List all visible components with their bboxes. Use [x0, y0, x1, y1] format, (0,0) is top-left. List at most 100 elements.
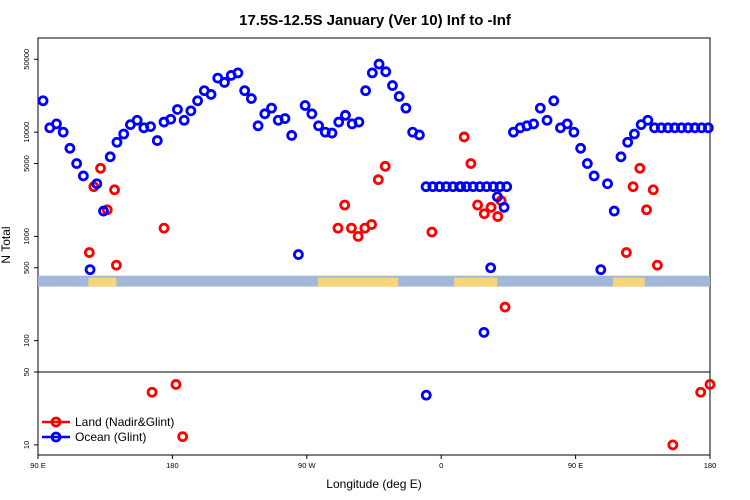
land-point: [352, 230, 364, 242]
ocean-point: [252, 120, 264, 132]
x-tick-label: 90 W: [298, 461, 316, 470]
land-point: [472, 199, 484, 211]
ocean-point: [172, 104, 183, 115]
land-segment: [454, 277, 498, 287]
ocean-point: [455, 181, 467, 193]
legend-land-label: Land (Nadir&Glint): [75, 415, 174, 429]
ocean-point: [353, 116, 365, 128]
ocean-point: [192, 95, 204, 107]
ocean-point: [413, 129, 425, 141]
ocean-point: [400, 102, 412, 114]
ocean-point: [333, 116, 345, 128]
y-tick-label: 5000: [22, 155, 31, 172]
land-point: [704, 379, 716, 390]
y-tick-label: 500: [22, 262, 31, 275]
land-point: [641, 204, 652, 216]
land-point: [170, 379, 182, 390]
ocean-point: [111, 136, 123, 148]
ocean-point: [478, 326, 490, 338]
ocean-point: [145, 121, 156, 133]
land-point: [458, 131, 470, 143]
ocean-point: [568, 126, 580, 138]
legend-land-marker: [50, 416, 62, 428]
ocean-point: [286, 130, 298, 141]
ocean-point: [299, 100, 311, 111]
x-tick-label: 90 E: [30, 461, 45, 470]
data-points: [37, 58, 716, 451]
ocean-point: [165, 113, 177, 125]
ocean-point: [232, 67, 244, 79]
ocean-point: [64, 142, 76, 154]
ocean-point: [485, 262, 497, 274]
land-point: [695, 386, 707, 398]
land-segment: [612, 277, 645, 287]
ocean-point: [393, 91, 405, 102]
x-tick-label: 180: [704, 461, 717, 470]
ocean-point: [37, 95, 49, 107]
x-tick-label: 180: [166, 461, 179, 470]
land-point: [379, 160, 391, 172]
land-point: [634, 162, 646, 174]
land-point: [627, 181, 639, 193]
ocean-point: [575, 142, 587, 154]
ocean-point: [292, 249, 304, 260]
ocean-point: [151, 135, 163, 146]
land-point: [372, 174, 384, 186]
y-tick-label: 50: [22, 368, 31, 376]
ocean-point: [380, 66, 392, 78]
ocean-point: [205, 89, 217, 100]
ocean-point: [387, 80, 398, 91]
ocean-point: [373, 58, 385, 70]
legend-ocean-label: Ocean (Glint): [75, 430, 146, 444]
ocean-point: [629, 128, 640, 140]
ocean-point: [178, 114, 190, 126]
land-point: [95, 162, 106, 174]
ocean-point: [595, 264, 607, 276]
ocean-point: [239, 85, 251, 97]
land-point: [366, 219, 377, 230]
land-point: [465, 158, 477, 169]
ocean-point: [104, 151, 116, 163]
ocean-point: [51, 118, 62, 130]
land-segment: [318, 277, 399, 287]
ocean-point: [548, 95, 560, 107]
ocean-point: [642, 114, 654, 126]
land-point: [111, 259, 122, 271]
y-axis: 10 50 100 500 1000 5000 10000 50000: [22, 49, 38, 449]
ocean-point: [266, 102, 277, 114]
land-point: [499, 301, 511, 313]
ocean-point: [420, 389, 432, 401]
y-tick-label: 10: [22, 441, 31, 449]
plot-frame: [37, 37, 711, 456]
ocean-point: [91, 178, 103, 190]
land-point: [647, 184, 659, 196]
x-axis-label: Longitude (deg E): [326, 477, 421, 491]
land-point: [146, 386, 158, 398]
land-point: [109, 184, 120, 196]
ocean-point: [541, 114, 553, 126]
land-ocean-band: [38, 275, 710, 287]
ocean-point: [491, 191, 503, 203]
land-point: [667, 439, 679, 451]
ocean-point: [528, 118, 539, 130]
land-point: [620, 247, 632, 258]
land-point: [485, 201, 497, 213]
land-point: [426, 226, 438, 238]
ocean-point: [57, 126, 69, 138]
ocean-point: [313, 120, 324, 132]
ocean-point: [71, 158, 83, 169]
ocean-point: [98, 205, 109, 217]
ocean-point: [602, 178, 613, 190]
land-segment: [88, 277, 117, 287]
y-tick-label: 50000: [22, 49, 31, 70]
land-point: [158, 222, 170, 234]
ocean-point: [581, 158, 593, 169]
y-tick-label: 100: [22, 334, 31, 347]
ocean-point: [498, 201, 510, 213]
land-point: [478, 208, 490, 220]
ocean-point: [306, 108, 318, 120]
ocean-point: [84, 264, 96, 276]
x-tick-label: 90 E: [568, 461, 583, 470]
land-point: [177, 431, 189, 443]
